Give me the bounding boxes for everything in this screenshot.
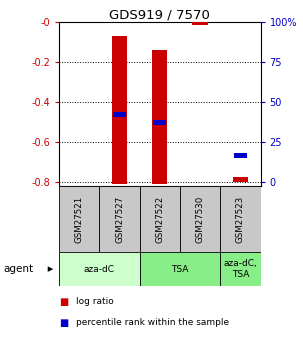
- Bar: [140, 252, 220, 286]
- Bar: [153, 120, 166, 125]
- Bar: [59, 186, 99, 252]
- Text: ■: ■: [59, 297, 68, 307]
- Text: GSM27527: GSM27527: [115, 196, 124, 243]
- Text: percentile rank within the sample: percentile rank within the sample: [76, 318, 229, 327]
- Text: aza-dC: aza-dC: [84, 265, 115, 274]
- Bar: [113, 112, 126, 117]
- Bar: [99, 186, 140, 252]
- Bar: [220, 252, 261, 286]
- Text: ■: ■: [59, 318, 68, 327]
- Text: TSA: TSA: [171, 265, 189, 274]
- Bar: [59, 252, 140, 286]
- Title: GDS919 / 7570: GDS919 / 7570: [109, 8, 210, 21]
- Text: GSM27523: GSM27523: [236, 196, 245, 243]
- Text: log ratio: log ratio: [76, 297, 114, 306]
- Bar: [112, 37, 127, 184]
- Bar: [180, 186, 220, 252]
- Bar: [234, 153, 247, 158]
- Text: GSM27530: GSM27530: [196, 196, 205, 243]
- Text: GSM27522: GSM27522: [155, 196, 164, 243]
- Text: GSM27521: GSM27521: [75, 196, 84, 243]
- Text: agent: agent: [3, 264, 33, 274]
- Bar: [140, 186, 180, 252]
- Bar: [152, 50, 168, 184]
- Bar: [233, 177, 248, 182]
- Bar: [192, 22, 208, 26]
- Bar: [220, 186, 261, 252]
- Text: aza-dC,
TSA: aza-dC, TSA: [224, 259, 257, 279]
